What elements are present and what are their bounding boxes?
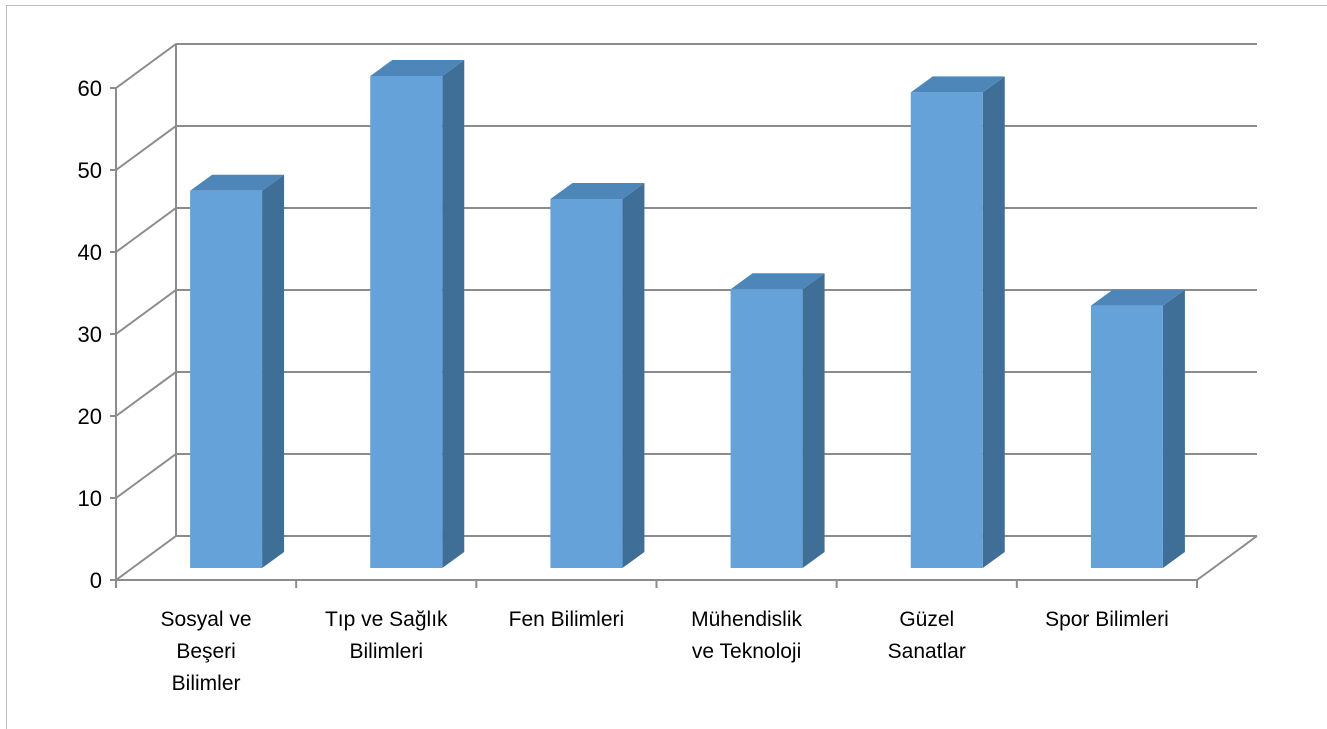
- x-category-label-line: Tıp ve Sağlık: [325, 608, 448, 631]
- bar-top: [190, 174, 285, 191]
- bar-top: [370, 60, 465, 76]
- gridline: [115, 43, 1257, 89]
- gridline: [115, 535, 1257, 581]
- chart-frame: [6, 5, 1327, 729]
- y-tick-label: 20: [78, 404, 102, 429]
- y-tick-label: 50: [78, 158, 102, 183]
- x-category-label: Güzel Sanatlar: [888, 608, 966, 663]
- x-category-label: Mühendislik ve Teknoloji: [691, 608, 802, 663]
- y-tick-label: 10: [78, 486, 102, 511]
- bar-top: [730, 273, 825, 290]
- y-axis-ticks: 0 10 20 30 40 50 60: [78, 76, 102, 593]
- y-tick-label: 40: [78, 240, 102, 265]
- bar: [910, 76, 1005, 569]
- x-category-label-line: Bilimler: [172, 672, 241, 695]
- chart-walls: [110, 43, 1258, 588]
- bar-top: [1090, 289, 1185, 306]
- bar-front: [910, 92, 983, 569]
- bar-top: [910, 76, 1005, 93]
- x-axis-labels: Sosyal ve Beşeri Bilimler Tıp ve Sağlık Bili…: [161, 608, 1169, 695]
- x-category-label-line: ve Teknoloji: [692, 640, 801, 663]
- chart-bars: [190, 60, 1185, 569]
- x-category-label-line: Fen Bilimleri: [509, 608, 625, 631]
- gridline: [115, 125, 1257, 171]
- floor-edge: [116, 535, 1258, 581]
- bar-side: [442, 60, 465, 568]
- bar: [370, 60, 465, 568]
- bar-side: [802, 273, 825, 568]
- y-tick-label: 0: [90, 568, 102, 593]
- bar: [1090, 289, 1185, 568]
- bar-side: [1162, 289, 1185, 568]
- y-tick-label: 30: [78, 322, 102, 347]
- gridline: [115, 371, 1257, 417]
- bar-front: [550, 199, 623, 568]
- x-category-label-line: Bilimleri: [350, 640, 424, 663]
- x-category-label-line: Sosyal ve: [161, 608, 252, 631]
- x-category-label: Tıp ve Sağlık Bilimleri: [325, 608, 448, 663]
- x-category-label-line: Sanatlar: [888, 640, 966, 663]
- x-category-label-line: Beşeri: [176, 640, 236, 663]
- x-category-label: Fen Bilimleri: [509, 608, 625, 631]
- gridline: [115, 289, 1257, 335]
- gridline: [115, 207, 1257, 253]
- x-category-label: Spor Bilimleri: [1045, 608, 1169, 631]
- bar: [730, 273, 825, 568]
- bar-side: [622, 183, 645, 568]
- x-category-label-line: Spor Bilimleri: [1045, 608, 1169, 631]
- bar-side: [262, 174, 285, 569]
- bar-front: [1090, 305, 1163, 568]
- bar-front: [190, 190, 263, 569]
- bar-front: [370, 76, 443, 568]
- y-tick-label: 60: [78, 76, 102, 101]
- bar: [190, 174, 285, 569]
- bar-top: [550, 183, 645, 199]
- gridline: [115, 453, 1257, 499]
- x-category-label: Sosyal ve Beşeri Bilimler: [161, 608, 252, 695]
- bar-front: [730, 289, 803, 568]
- bar: [550, 183, 645, 568]
- x-category-label-line: Güzel: [899, 608, 954, 631]
- bar-side: [982, 76, 1005, 569]
- x-category-label-line: Mühendislik: [691, 608, 802, 631]
